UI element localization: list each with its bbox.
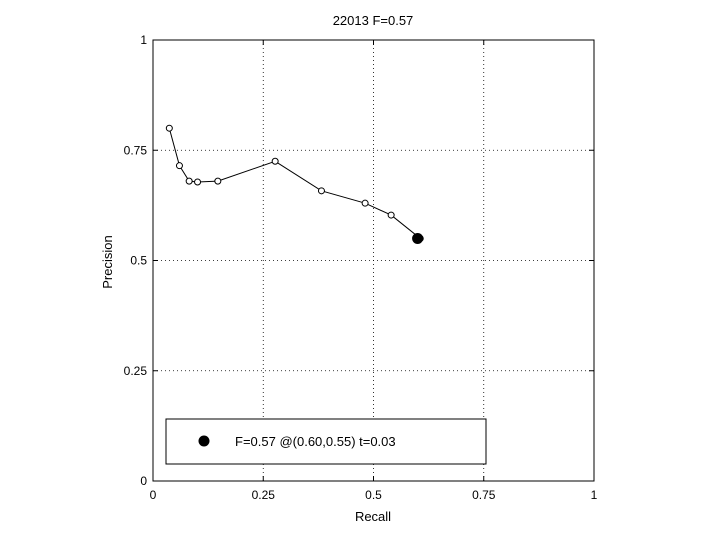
data-point	[214, 177, 222, 185]
data-point	[185, 177, 193, 185]
y-tick-label: 0.25	[124, 364, 148, 378]
series-line	[168, 128, 421, 239]
x-tick-label: 0.25	[252, 488, 276, 502]
legend-marker	[198, 435, 210, 447]
y-tick-label: 0	[140, 474, 147, 488]
x-tick-label: 1	[591, 488, 598, 502]
grid	[153, 40, 594, 481]
legend-box	[165, 418, 487, 465]
x-tick-label: 0.5	[365, 488, 382, 502]
x-tick-label: 0.75	[472, 488, 496, 502]
y-tick-label: 0.75	[124, 143, 148, 157]
y-axis-label: Precision	[100, 235, 115, 288]
y-tick-label: 1	[140, 33, 147, 47]
data-point	[317, 187, 325, 195]
best-f-point	[412, 232, 424, 244]
data-point	[361, 199, 369, 207]
chart-title: 22013 F=0.57	[333, 13, 414, 28]
legend-text: F=0.57 @(0.60,0.55) t=0.03	[235, 434, 396, 449]
ticks-layer: 0 0.25 0.5 0.75 1 0 0.25 0.5 0.75 1	[124, 33, 598, 502]
series-layer	[165, 124, 424, 244]
data-point	[175, 162, 183, 170]
y-tick-label: 0.5	[130, 254, 147, 268]
data-point	[194, 178, 202, 186]
x-tick-label: 0	[150, 488, 157, 502]
data-point	[387, 211, 395, 219]
data-point	[165, 124, 173, 132]
data-point	[271, 157, 279, 165]
x-axis-label: Recall	[355, 509, 391, 524]
legend: F=0.57 @(0.60,0.55) t=0.03	[165, 418, 487, 465]
